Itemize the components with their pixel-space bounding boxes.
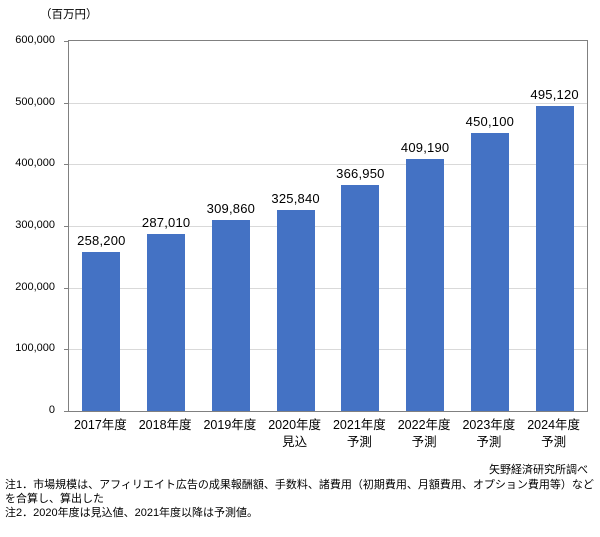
gridline xyxy=(69,102,587,104)
source-text: 矢野経済研究所調べ xyxy=(489,464,588,476)
y-tick-mark xyxy=(64,411,69,412)
y-tick-mark xyxy=(64,287,69,289)
y-tick-mark xyxy=(64,102,69,104)
y-tick-label: 500,000 xyxy=(15,95,55,108)
x-tick-line1: 2021年度 xyxy=(332,418,386,432)
notes: 注1．市場規模は、アフィリエイト広告の成果報酬額、手数料、諸費用（初期費用、月額… xyxy=(5,478,597,520)
bar xyxy=(406,158,445,411)
x-tick-label: 2024年度 予測 xyxy=(512,417,596,451)
data-label: 409,190 xyxy=(400,139,450,155)
data-label: 287,010 xyxy=(141,215,191,231)
x-tick-label: 2023年度 予測 xyxy=(447,417,531,451)
y-tick-label: 400,000 xyxy=(15,157,55,170)
x-tick-line2: 予測 xyxy=(411,435,437,449)
y-axis-labels: 0 100,000 200,000 300,000 400,000 500,000 600,… xyxy=(0,34,62,416)
x-tick-label: 2019年度 xyxy=(188,417,272,434)
bar xyxy=(341,184,380,411)
x-tick-label: 2020年度 見込 xyxy=(253,417,337,451)
x-tick-line1: 2017年度 xyxy=(73,418,127,432)
y-tick-mark xyxy=(64,349,69,351)
data-label: 495,120 xyxy=(530,86,579,102)
y-tick-label: 0 xyxy=(48,404,55,416)
y-tick-label: 300,000 xyxy=(15,219,55,231)
data-label: 258,200 xyxy=(77,232,126,248)
data-label: 366,950 xyxy=(336,165,385,181)
x-tick-line1: 2022年度 xyxy=(397,418,451,432)
x-axis-labels: 2017年度 2018年度 2019年度 2020年度 見込 2021年度 予測 2022年度… xyxy=(68,417,588,455)
x-tick-label: 2021年度 予測 xyxy=(317,417,401,451)
y-tick-label: 600,000 xyxy=(15,34,55,46)
x-tick-line1: 2019年度 xyxy=(203,418,257,432)
y-tick-mark xyxy=(64,226,69,227)
x-tick-line1: 2024年度 xyxy=(527,418,581,432)
x-tick-line1: 2018年度 xyxy=(138,418,192,432)
bar xyxy=(470,133,509,411)
x-tick-line2: 予測 xyxy=(346,435,372,449)
x-tick-line2: 予測 xyxy=(541,435,567,449)
x-tick-label: 2022年度 予測 xyxy=(382,417,466,451)
y-tick-label: 100,000 xyxy=(15,342,55,355)
note-line: 注2．2020年度は見込値、2021年度以降は予測値。 xyxy=(5,507,259,520)
x-tick-label: 2017年度 xyxy=(58,417,142,434)
gridline xyxy=(69,349,587,351)
y-tick-label: 200,000 xyxy=(15,280,55,293)
x-tick-line2: 見込 xyxy=(282,435,308,449)
x-tick-label: 2018年度 xyxy=(123,417,207,434)
x-tick-line2: 予測 xyxy=(476,435,502,449)
bar xyxy=(82,251,121,411)
bar xyxy=(535,105,574,411)
data-label: 309,860 xyxy=(206,200,256,216)
gridline xyxy=(69,287,587,289)
gridline xyxy=(69,164,587,166)
plot-area: 258,200 287,010 309,860 325,840 366,950 409,1… xyxy=(64,40,588,412)
y-tick-mark xyxy=(64,164,69,166)
data-label: 325,840 xyxy=(271,191,320,207)
bar xyxy=(147,234,186,411)
y-tick-mark xyxy=(64,41,69,42)
bar xyxy=(211,219,250,411)
gridline xyxy=(69,226,587,227)
x-tick-line1: 2023年度 xyxy=(462,418,516,432)
bar xyxy=(276,210,315,411)
y-axis-unit-label: （百万円） xyxy=(40,9,98,21)
note-line: 注1．市場規模は、アフィリエイト広告の成果報酬額、手数料、諸費用（初期費用、月額… xyxy=(5,479,594,506)
x-tick-line1: 2020年度 xyxy=(268,418,322,432)
data-label: 450,100 xyxy=(465,114,515,130)
